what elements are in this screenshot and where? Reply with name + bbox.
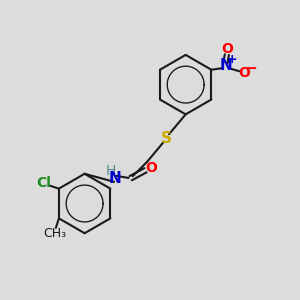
- Text: +: +: [227, 53, 238, 66]
- Text: O: O: [221, 42, 233, 56]
- Text: −: −: [244, 61, 257, 76]
- Text: Cl: Cl: [37, 176, 51, 190]
- Text: N: N: [220, 58, 233, 73]
- Text: O: O: [238, 66, 250, 80]
- Text: O: O: [146, 160, 158, 175]
- Text: S: S: [161, 130, 172, 146]
- Text: CH₃: CH₃: [44, 227, 67, 240]
- Text: H: H: [105, 164, 116, 178]
- Text: N: N: [109, 171, 122, 186]
